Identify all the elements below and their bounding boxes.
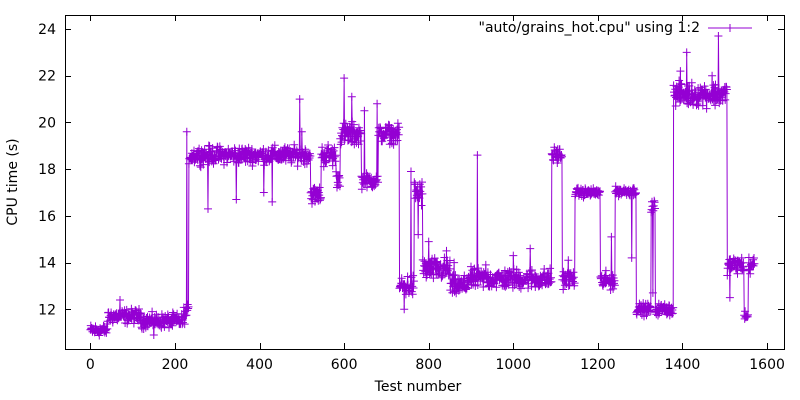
x-tick-label: 0 (86, 357, 95, 373)
x-tick-label: 600 (331, 357, 358, 373)
x-axis-label: Test number (374, 379, 462, 395)
y-tick-label: 24 (38, 22, 56, 38)
x-tick-label: 200 (162, 357, 189, 373)
plot-frame (65, 15, 785, 350)
y-tick-label: 18 (38, 162, 56, 178)
y-axis-label: CPU time (s) (5, 138, 21, 225)
axis-ticks (65, 15, 784, 349)
y-tick-label: 22 (38, 69, 56, 85)
x-tick-label: 1400 (665, 357, 701, 373)
legend-marker (726, 24, 734, 32)
x-tick-label: 400 (246, 357, 273, 373)
series-layer (86, 32, 759, 340)
x-tick-label: 800 (415, 357, 442, 373)
legend: "auto/grains_hot.cpu" using 1:2 (479, 20, 752, 36)
x-tick-label: 1000 (495, 357, 531, 373)
x-tick-label: 1600 (749, 357, 785, 373)
y-tick-label: 16 (38, 209, 56, 225)
y-tick-label: 12 (38, 302, 56, 318)
y-tick-label: 20 (38, 115, 56, 131)
x-tick-label: 1200 (580, 357, 616, 373)
series-markers (86, 32, 759, 340)
y-tick-label: 14 (38, 256, 56, 272)
axis-tick-labels: 0 200 400 600 800 1000 1200 1400 1600 12 14 16 18 20 2… (38, 22, 785, 373)
legend-label: "auto/grains_hot.cpu" using 1:2 (479, 20, 700, 36)
